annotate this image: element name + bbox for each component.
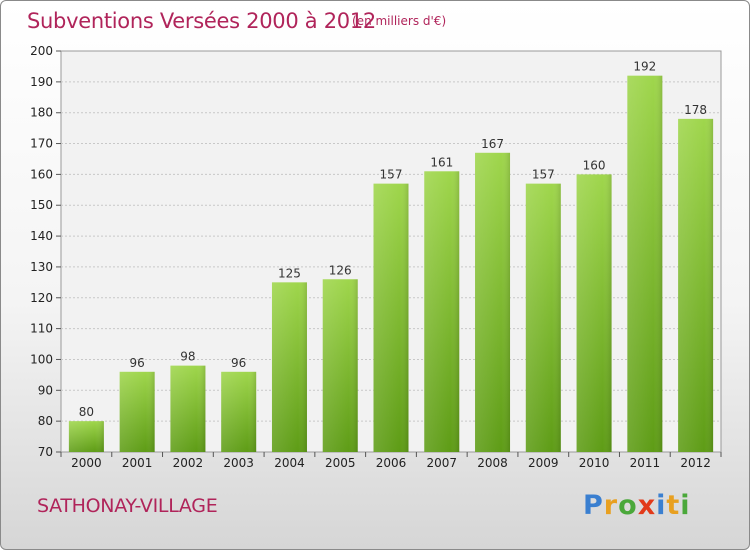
- proxiti-logo: Proxiti: [583, 490, 691, 521]
- x-tick-label: 2000: [71, 456, 102, 470]
- brand-letter: o: [618, 490, 638, 521]
- brand-letter: t: [666, 490, 681, 521]
- bars: [68, 75, 714, 453]
- data-label-2009: 157: [532, 168, 555, 182]
- y-tick-label: 120: [30, 291, 53, 305]
- x-tick-label: 2008: [477, 456, 508, 470]
- bar-shade-2003: [221, 371, 257, 452]
- brand-letter: r: [603, 490, 619, 521]
- y-tick-label: 110: [30, 322, 53, 336]
- bar-shade-2005: [322, 279, 358, 452]
- chart-unit-subtitle: (en milliers d'€): [352, 14, 447, 28]
- bar-shade-2006: [373, 183, 409, 452]
- data-label-2008: 167: [481, 137, 504, 151]
- data-label-2011: 192: [633, 60, 656, 74]
- brand-letter: x: [637, 490, 657, 521]
- city-name: SATHONAY-VILLAGE: [37, 495, 218, 517]
- data-label-2012: 178: [684, 103, 707, 117]
- y-tick-label: 100: [30, 352, 53, 366]
- x-tick-label: 2004: [274, 456, 305, 470]
- y-axis-ticks: 70 80 90 100 110 120 130 140 150 160 170 180 190 200: [30, 44, 61, 459]
- data-label-2010: 160: [583, 158, 606, 172]
- y-tick-label: 180: [30, 106, 53, 120]
- data-label-2000: 80: [79, 405, 94, 419]
- bar-shade-2009: [525, 183, 561, 452]
- y-tick-label: 70: [38, 445, 53, 459]
- bar-shade-2004: [271, 282, 307, 452]
- x-tick-label: 2003: [223, 456, 254, 470]
- x-tick-label: 2001: [122, 456, 153, 470]
- data-label-2001: 96: [130, 356, 145, 370]
- data-label-2005: 126: [329, 263, 352, 277]
- x-tick-label: 2011: [630, 456, 661, 470]
- x-axis-ticks: 2000 2001 2002 2003 2004 2005 2006 2007 2008 2009…: [60, 452, 722, 470]
- bar-shade-2002: [170, 365, 206, 452]
- chart-title: Subventions Versées 2000 à 2012: [27, 9, 376, 33]
- y-tick-label: 90: [38, 383, 53, 397]
- bar-shade-2001: [119, 371, 155, 452]
- x-tick-label: 2009: [528, 456, 559, 470]
- data-labels: 80 96 98 96 125 126 157 161 167 157 160 192 178: [79, 60, 707, 419]
- y-tick-label: 160: [30, 167, 53, 181]
- x-tick-label: 2007: [426, 456, 457, 470]
- y-tick-label: 150: [30, 198, 53, 212]
- y-tick-label: 80: [38, 414, 53, 428]
- y-tick-label: 140: [30, 229, 53, 243]
- brand-letter: i: [656, 490, 667, 521]
- y-tick-label: 200: [30, 44, 53, 58]
- x-tick-label: 2012: [680, 456, 711, 470]
- data-label-2006: 157: [380, 168, 403, 182]
- x-tick-label: 2010: [579, 456, 610, 470]
- x-tick-label: 2006: [376, 456, 407, 470]
- bar-shade-2007: [424, 171, 460, 453]
- y-tick-label: 170: [30, 137, 53, 151]
- y-tick-label: 130: [30, 260, 53, 274]
- brand-letter: P: [583, 490, 604, 521]
- data-label-2002: 98: [180, 350, 195, 364]
- x-tick-label: 2005: [325, 456, 356, 470]
- data-label-2003: 96: [231, 356, 246, 370]
- data-label-2004: 125: [278, 266, 301, 280]
- bar-shade-2010: [576, 174, 612, 452]
- x-tick-label: 2002: [173, 456, 204, 470]
- y-tick-label: 190: [30, 75, 53, 89]
- bar-shade-2000: [68, 421, 104, 452]
- bar-shade-2008: [475, 152, 511, 453]
- bar-shade-2011: [627, 75, 663, 452]
- brand-letter: i: [680, 490, 691, 521]
- bar-shade-2012: [678, 118, 714, 452]
- data-label-2007: 161: [430, 155, 453, 169]
